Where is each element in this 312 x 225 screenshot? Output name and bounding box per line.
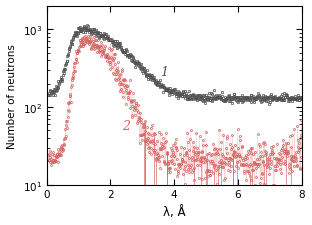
Y-axis label: Number of neutrons: Number of neutrons (7, 44, 17, 148)
Text: 2: 2 (122, 119, 130, 133)
Text: 1: 1 (160, 65, 168, 78)
X-axis label: λ, Å: λ, Å (163, 205, 186, 218)
